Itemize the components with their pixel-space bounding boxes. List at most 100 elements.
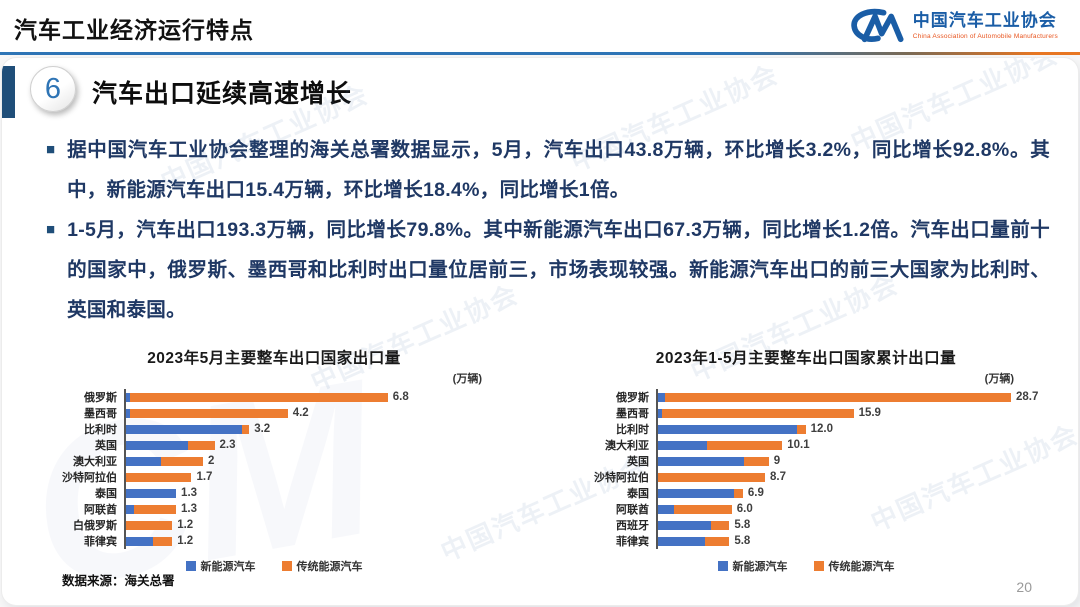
chart-may-exports: 2023年5月主要整车出口国家出口量 (万辆) 俄罗斯 6.8 墨西哥 4.2 比利时 3… — [28, 346, 520, 574]
plot-area: 4.2 — [124, 405, 520, 421]
bullet-text: 据中国汽车工业协会整理的海关总署数据显示，5月，汽车出口43.8万辆，环比增长3… — [67, 139, 1050, 201]
traditional-legend-swatch-icon — [281, 561, 292, 571]
bar-segment-traditional — [673, 504, 732, 514]
bar-segment-traditional — [661, 408, 854, 418]
caam-logo: 中国汽车工业协会 China Association of Automobile… — [847, 7, 1058, 45]
plot-area: 6.9 — [656, 485, 1052, 501]
bar-segment-traditional — [241, 424, 250, 434]
chart-row: 白俄罗斯 1.2 — [28, 517, 520, 533]
bar-segment-traditional — [129, 408, 288, 418]
bar-segment-nev — [658, 392, 666, 402]
chart-plot: 俄罗斯 6.8 墨西哥 4.2 比利时 3.2 英国 2.3 澳大利亚 2 沙特阿拉伯 1.7 泰国 1.… — [28, 389, 520, 549]
chart-row: 泰国 6.9 — [560, 485, 1052, 501]
category-label: 沙特阿拉伯 — [594, 472, 649, 484]
plot-area: 1.3 — [124, 501, 520, 517]
value-label: 3.2 — [254, 423, 271, 435]
bar-segment-traditional — [133, 504, 177, 514]
value-label: 1.3 — [181, 503, 198, 515]
bar-segment-traditional — [658, 472, 765, 482]
plot-area: 5.8 — [656, 517, 1052, 533]
stacked-bar — [658, 392, 1011, 402]
legend-item-nev: 新能源汽车 — [717, 558, 788, 574]
plot-area: 1.2 — [124, 533, 520, 549]
value-label: 1.2 — [177, 519, 194, 531]
bar-segment-traditional — [734, 488, 743, 498]
stacked-bar — [126, 536, 173, 546]
bullet-text: 1-5月，汽车出口193.3万辆，同比增长79.8%。其中新能源汽车出口67.3… — [67, 219, 1050, 321]
stacked-bar — [658, 520, 730, 530]
category-label: 阿联酋 — [616, 504, 649, 516]
bar-segment-traditional — [710, 520, 730, 530]
nev-legend-swatch-icon — [717, 561, 728, 571]
plot-area: 1.3 — [124, 485, 520, 501]
plot-area: 12.0 — [656, 421, 1052, 437]
stacked-bar — [126, 520, 173, 530]
caam-logo-name-cn: 中国汽车工业协会 — [912, 11, 1057, 31]
value-label: 1.3 — [181, 487, 198, 499]
value-label: 12.0 — [810, 423, 833, 435]
chart-row: 墨西哥 15.9 — [560, 405, 1052, 421]
bar-segment-nev — [658, 536, 705, 546]
data-source-note: 数据来源：海关总署 — [62, 574, 175, 588]
category-label: 沙特阿拉伯 — [62, 472, 117, 484]
chart-row: 俄罗斯 6.8 — [28, 389, 520, 405]
chart-row: 西班牙 5.8 — [560, 517, 1052, 533]
bar-segment-nev — [658, 440, 708, 450]
chart-row: 阿联酋 6.0 — [560, 501, 1052, 517]
plot-area: 3.2 — [124, 421, 520, 437]
bar-segment-traditional — [129, 392, 388, 402]
bar-segment-nev — [658, 520, 711, 530]
chart-row: 阿联酋 1.3 — [28, 501, 520, 517]
value-label: 5.8 — [734, 519, 751, 531]
chart-unit-label: (万辆) — [452, 373, 482, 385]
chart-row: 泰国 1.3 — [28, 485, 520, 501]
stacked-bar — [126, 504, 177, 514]
value-label: 4.2 — [292, 407, 309, 419]
stacked-bar — [126, 440, 215, 450]
category-label: 菲律宾 — [616, 536, 649, 548]
caam-logo-name-en: China Association of Automobile Manufact… — [912, 32, 1058, 40]
chart-row: 俄罗斯 28.7 — [560, 389, 1052, 405]
section-title: 汽车出口延续高速增长 — [92, 80, 353, 108]
bar-segment-nev — [126, 408, 130, 418]
stacked-bar — [658, 536, 730, 546]
chart-row: 沙特阿拉伯 8.7 — [560, 469, 1052, 485]
category-label: 泰国 — [627, 488, 649, 500]
chart-row: 澳大利亚 2 — [28, 453, 520, 469]
chart-row: 沙特阿拉伯 1.7 — [28, 469, 520, 485]
header-divider — [0, 52, 1080, 55]
category-label: 澳大利亚 — [605, 440, 649, 452]
stacked-bar — [658, 440, 783, 450]
chart-row: 英国 2.3 — [28, 437, 520, 453]
bar-segment-nev — [126, 392, 130, 402]
value-label: 28.7 — [1016, 391, 1039, 403]
plot-area: 1.2 — [124, 517, 520, 533]
chart-row: 墨西哥 4.2 — [28, 405, 520, 421]
plot-area: 10.1 — [656, 437, 1052, 453]
legend-label: 传统能源汽车 — [296, 561, 363, 573]
bar-segment-nev — [126, 536, 153, 546]
bar-segment-traditional — [707, 440, 783, 450]
bar-segment-nev — [658, 456, 745, 466]
left-accent-bar — [2, 66, 15, 118]
category-label: 澳大利亚 — [73, 456, 117, 468]
bar-segment-traditional — [126, 472, 192, 482]
legend-label: 新能源汽车 — [732, 561, 788, 573]
plot-area: 28.7 — [656, 389, 1052, 405]
bullet-list: ■ 据中国汽车工业协会整理的海关总署数据显示，5月，汽车出口43.8万辆，环比增… — [46, 130, 1050, 330]
section-number-badge: 6 — [30, 66, 76, 112]
legend-item-nev: 新能源汽车 — [185, 558, 256, 574]
category-label: 菲律宾 — [84, 536, 117, 548]
chart-row: 菲律宾 1.2 — [28, 533, 520, 549]
bar-segment-nev — [126, 440, 188, 450]
chart-title: 2023年5月主要整车出口国家出口量 — [147, 350, 401, 367]
legend-label: 传统能源汽车 — [828, 561, 895, 573]
bar-segment-nev — [126, 504, 134, 514]
stacked-bar — [126, 424, 250, 434]
category-label: 比利时 — [84, 424, 117, 436]
bullet-marker-icon: ■ — [46, 141, 56, 158]
legend-item-traditional: 传统能源汽车 — [281, 558, 363, 574]
plot-area: 1.7 — [124, 469, 520, 485]
category-label: 墨西哥 — [84, 408, 117, 420]
page-title: 汽车工业经济运行特点 — [14, 17, 254, 43]
